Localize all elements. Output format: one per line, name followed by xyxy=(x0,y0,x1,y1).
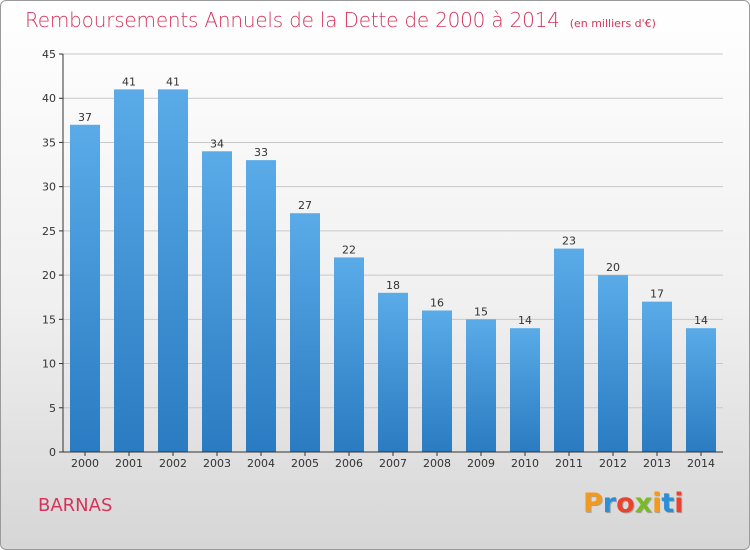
bar[interactable] xyxy=(246,160,276,452)
y-tick-label: 0 xyxy=(49,446,56,459)
bar[interactable] xyxy=(422,310,452,452)
chart-title: Remboursements Annuels de la Dette de 20… xyxy=(25,8,560,32)
data-label: 16 xyxy=(430,296,444,309)
y-tick-label: 45 xyxy=(42,48,56,61)
x-tick-label: 2000 xyxy=(71,457,99,470)
data-label: 37 xyxy=(78,111,92,124)
bar[interactable] xyxy=(378,292,408,452)
data-label: 27 xyxy=(298,199,312,212)
logo-letter: o xyxy=(616,488,635,519)
x-tick-label: 2012 xyxy=(599,457,627,470)
bar[interactable] xyxy=(290,213,320,452)
axes: 0 5 10 15 20 25 30 35 40 45 2000 2001 2002 2003 2004 20… xyxy=(42,48,723,470)
y-tick-label: 15 xyxy=(42,313,56,326)
bar[interactable] xyxy=(510,328,540,452)
x-tick-label: 2008 xyxy=(423,457,451,470)
data-label: 20 xyxy=(606,261,620,274)
x-tick-label: 2011 xyxy=(555,457,583,470)
logo-letter: x xyxy=(634,488,653,519)
x-tick-label: 2002 xyxy=(159,457,187,470)
y-tick-label: 20 xyxy=(42,269,56,282)
x-tick-label: 2009 xyxy=(467,457,495,470)
commune-name: BARNAS xyxy=(38,495,113,516)
bar[interactable] xyxy=(70,124,100,452)
bar[interactable] xyxy=(202,151,232,453)
data-label: 41 xyxy=(166,75,180,88)
data-label: 22 xyxy=(342,243,356,256)
bar[interactable] xyxy=(554,248,584,452)
logo-letter: i xyxy=(652,488,662,519)
data-label: 15 xyxy=(474,305,488,318)
x-tick-label: 2003 xyxy=(203,457,231,470)
x-tick-label: 2007 xyxy=(379,457,407,470)
logo-letter: t xyxy=(661,488,675,519)
title-line: Remboursements Annuels de la Dette de 20… xyxy=(25,8,656,32)
data-label: 34 xyxy=(210,137,224,150)
bar[interactable] xyxy=(598,275,628,452)
bars: 37 41 41 34 33 27 22 18 16 15 14 23 20 17 14 xyxy=(70,75,716,453)
x-tick-label: 2010 xyxy=(511,457,539,470)
x-tick-label: 2014 xyxy=(687,457,715,470)
x-tick-label: 2013 xyxy=(643,457,671,470)
data-label: 17 xyxy=(650,288,664,301)
data-label: 14 xyxy=(694,314,708,327)
y-tick-label: 35 xyxy=(42,136,56,149)
bar[interactable] xyxy=(158,89,188,452)
data-label: 18 xyxy=(386,279,400,292)
x-tick-label: 2006 xyxy=(335,457,363,470)
y-tick-label: 5 xyxy=(49,402,56,415)
proxiti-logo[interactable]: Proxiti xyxy=(583,488,684,519)
y-tick-label: 25 xyxy=(42,225,56,238)
y-tick-label: 10 xyxy=(42,358,56,371)
bar[interactable] xyxy=(642,301,672,452)
logo-letter: P xyxy=(583,488,603,519)
bar[interactable] xyxy=(334,257,364,452)
bar[interactable] xyxy=(466,319,496,452)
chart-subtitle: (en milliers d'€) xyxy=(569,17,656,30)
logo-letter: i xyxy=(674,488,684,519)
data-label: 33 xyxy=(254,146,268,159)
data-label: 23 xyxy=(562,235,576,248)
bar[interactable] xyxy=(114,89,144,452)
data-label: 14 xyxy=(518,314,532,327)
x-tick-label: 2005 xyxy=(291,457,319,470)
x-tick-label: 2004 xyxy=(247,457,275,470)
bar[interactable] xyxy=(686,328,716,452)
logo-letter: r xyxy=(602,488,617,519)
data-label: 41 xyxy=(122,75,136,88)
y-tick-label: 30 xyxy=(42,181,56,194)
y-tick-label: 40 xyxy=(42,92,56,105)
x-tick-label: 2001 xyxy=(115,457,143,470)
